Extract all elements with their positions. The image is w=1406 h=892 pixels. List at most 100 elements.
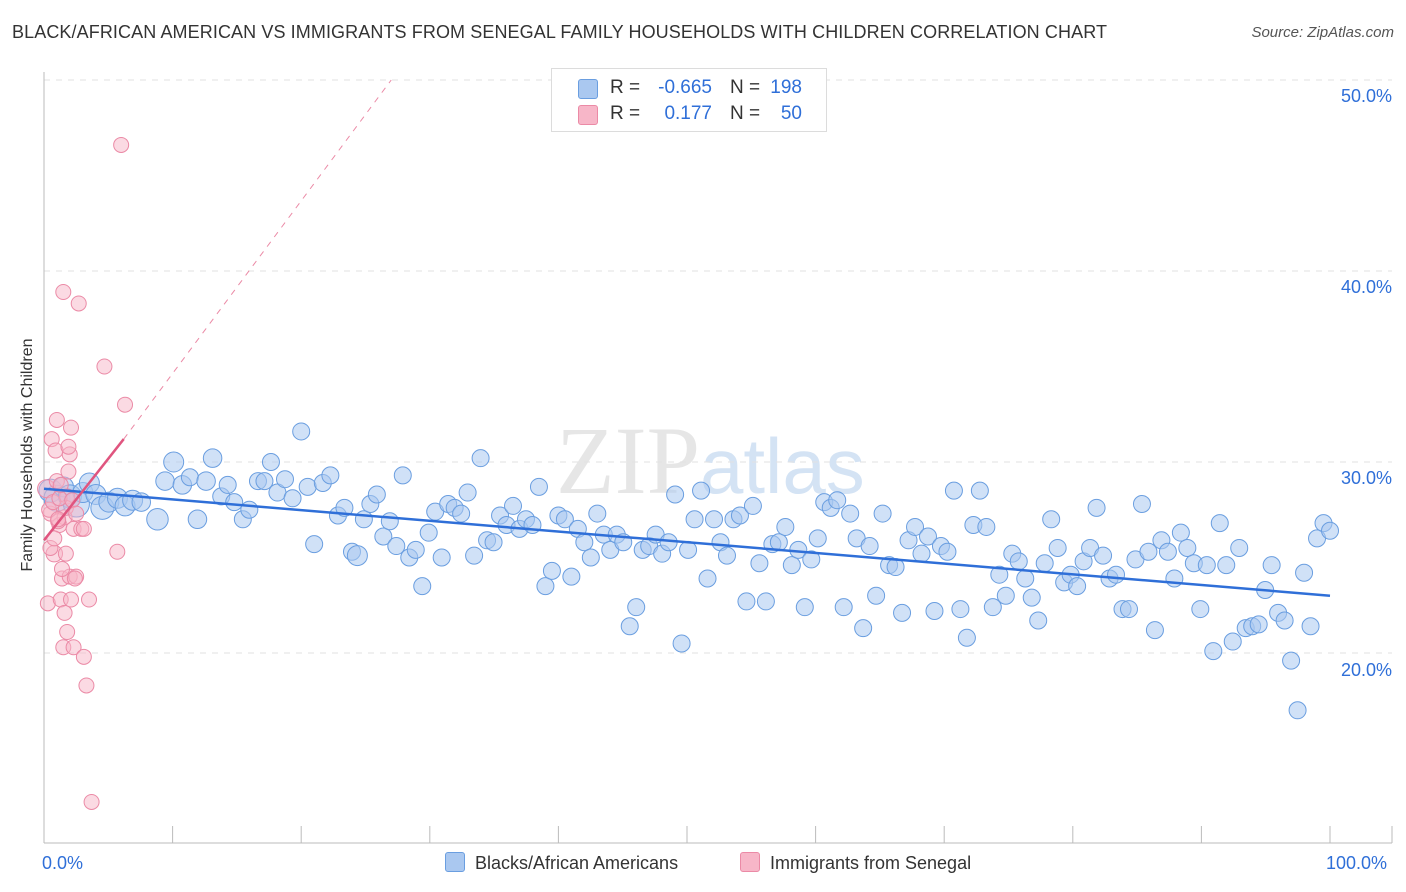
data-point-blacks	[406, 540, 425, 559]
data-point-senegal	[96, 358, 113, 375]
data-point-blacks	[867, 586, 886, 605]
data-point-blacks	[255, 472, 274, 491]
data-point-blacks	[588, 504, 607, 523]
data-point-blacks	[1223, 632, 1242, 651]
data-point-blacks	[1171, 523, 1190, 542]
data-point-senegal	[70, 295, 87, 312]
data-point-blacks	[1087, 498, 1106, 517]
data-point-blacks	[1262, 556, 1281, 575]
chart-title: BLACK/AFRICAN AMERICAN VS IMMIGRANTS FRO…	[12, 22, 1108, 42]
n-value: 50	[780, 103, 802, 124]
data-point-blacks	[225, 493, 244, 512]
data-point-blacks	[374, 527, 393, 546]
data-point-senegal	[63, 591, 80, 608]
data-point-blacks	[1119, 600, 1138, 619]
data-point-blacks	[737, 592, 756, 611]
source-credit: Source: ZipAtlas.com	[1251, 24, 1394, 41]
data-point-blacks	[802, 550, 821, 569]
data-point-senegal	[60, 463, 77, 480]
blue-swatch-icon	[578, 79, 598, 99]
data-point-blacks	[627, 598, 646, 617]
n-label: N =	[730, 103, 761, 124]
data-point-blacks	[1178, 538, 1197, 557]
data-point-blacks	[692, 481, 711, 500]
data-point-blacks	[419, 523, 438, 542]
data-point-blacks	[1210, 514, 1229, 533]
y-tick-label-40: 40.0%	[1340, 277, 1392, 297]
data-point-blacks	[1048, 538, 1067, 557]
pink-swatch-icon	[740, 852, 760, 872]
data-point-blacks	[1068, 577, 1087, 596]
data-point-senegal	[60, 438, 77, 455]
data-point-blacks	[1009, 552, 1028, 571]
data-point-blacks	[575, 533, 594, 552]
data-point-blacks	[873, 504, 892, 523]
data-point-blacks	[1094, 546, 1113, 565]
data-point-blacks	[977, 517, 996, 536]
data-point-blacks	[163, 451, 185, 473]
data-point-blacks	[698, 569, 717, 588]
data-point-blacks	[944, 481, 963, 500]
data-point-blacks	[970, 481, 989, 500]
data-point-blacks	[730, 506, 749, 525]
data-point-blacks	[321, 466, 340, 485]
legend-item-blacks: Blacks/African Americans	[445, 852, 678, 874]
data-point-blacks	[1204, 642, 1223, 661]
n-value: 198	[770, 77, 802, 98]
data-point-senegal	[75, 648, 92, 665]
data-point-senegal	[65, 639, 82, 656]
data-point-blacks	[925, 601, 944, 620]
data-point-senegal	[56, 604, 73, 621]
data-point-blacks	[1217, 556, 1236, 575]
data-point-blacks	[996, 586, 1015, 605]
trend-line-blacks	[43, 487, 1331, 597]
data-point-blacks	[1132, 495, 1151, 514]
r-value: 0.177	[664, 103, 712, 124]
data-point-senegal	[50, 511, 67, 528]
trend-lines	[43, 79, 1331, 597]
data-point-blacks	[562, 567, 581, 586]
data-point-blacks	[782, 556, 801, 575]
data-point-blacks	[1275, 611, 1294, 630]
data-point-blacks	[555, 510, 574, 529]
data-point-blacks	[283, 489, 302, 508]
data-point-blacks	[938, 542, 957, 561]
r-value: -0.665	[658, 77, 712, 98]
data-point-blacks	[187, 509, 208, 530]
data-point-blacks	[1107, 565, 1126, 584]
data-point-blacks	[1249, 615, 1268, 634]
r-label: R =	[610, 103, 641, 124]
x-tick-label-max: 100.0%	[1326, 853, 1388, 873]
data-point-blacks	[471, 449, 490, 468]
data-point-blacks	[672, 634, 691, 653]
data-point-blacks	[305, 535, 324, 554]
data-point-blacks	[841, 504, 860, 523]
data-point-blacks	[893, 603, 912, 622]
data-point-blacks	[465, 546, 484, 565]
trend-line-senegal	[43, 438, 125, 542]
data-point-blacks	[432, 548, 451, 567]
n-label: N =	[730, 77, 761, 98]
data-point-blacks	[275, 470, 294, 489]
data-point-blacks	[452, 504, 471, 523]
data-point-blacks	[1035, 554, 1054, 573]
data-point-blacks	[717, 546, 736, 565]
data-point-blacks	[860, 537, 879, 556]
r-label: R =	[610, 77, 641, 98]
data-point-senegal	[117, 396, 134, 413]
data-point-blacks	[620, 617, 639, 636]
pink-swatch-icon	[578, 105, 598, 125]
data-point-senegal	[54, 560, 71, 577]
data-point-blacks	[529, 477, 548, 496]
data-point-blacks	[1139, 542, 1158, 561]
data-point-blacks	[484, 533, 503, 552]
data-point-blacks	[413, 577, 432, 596]
data-point-blacks	[1042, 510, 1061, 529]
data-point-blacks	[354, 510, 373, 529]
data-point-blacks	[685, 510, 704, 529]
data-point-blacks	[795, 598, 814, 617]
axes	[43, 72, 1393, 844]
data-point-senegal	[48, 411, 65, 428]
stats-row-blacks: R = -0.665 N = 198	[552, 75, 826, 101]
data-point-blacks	[180, 468, 199, 487]
